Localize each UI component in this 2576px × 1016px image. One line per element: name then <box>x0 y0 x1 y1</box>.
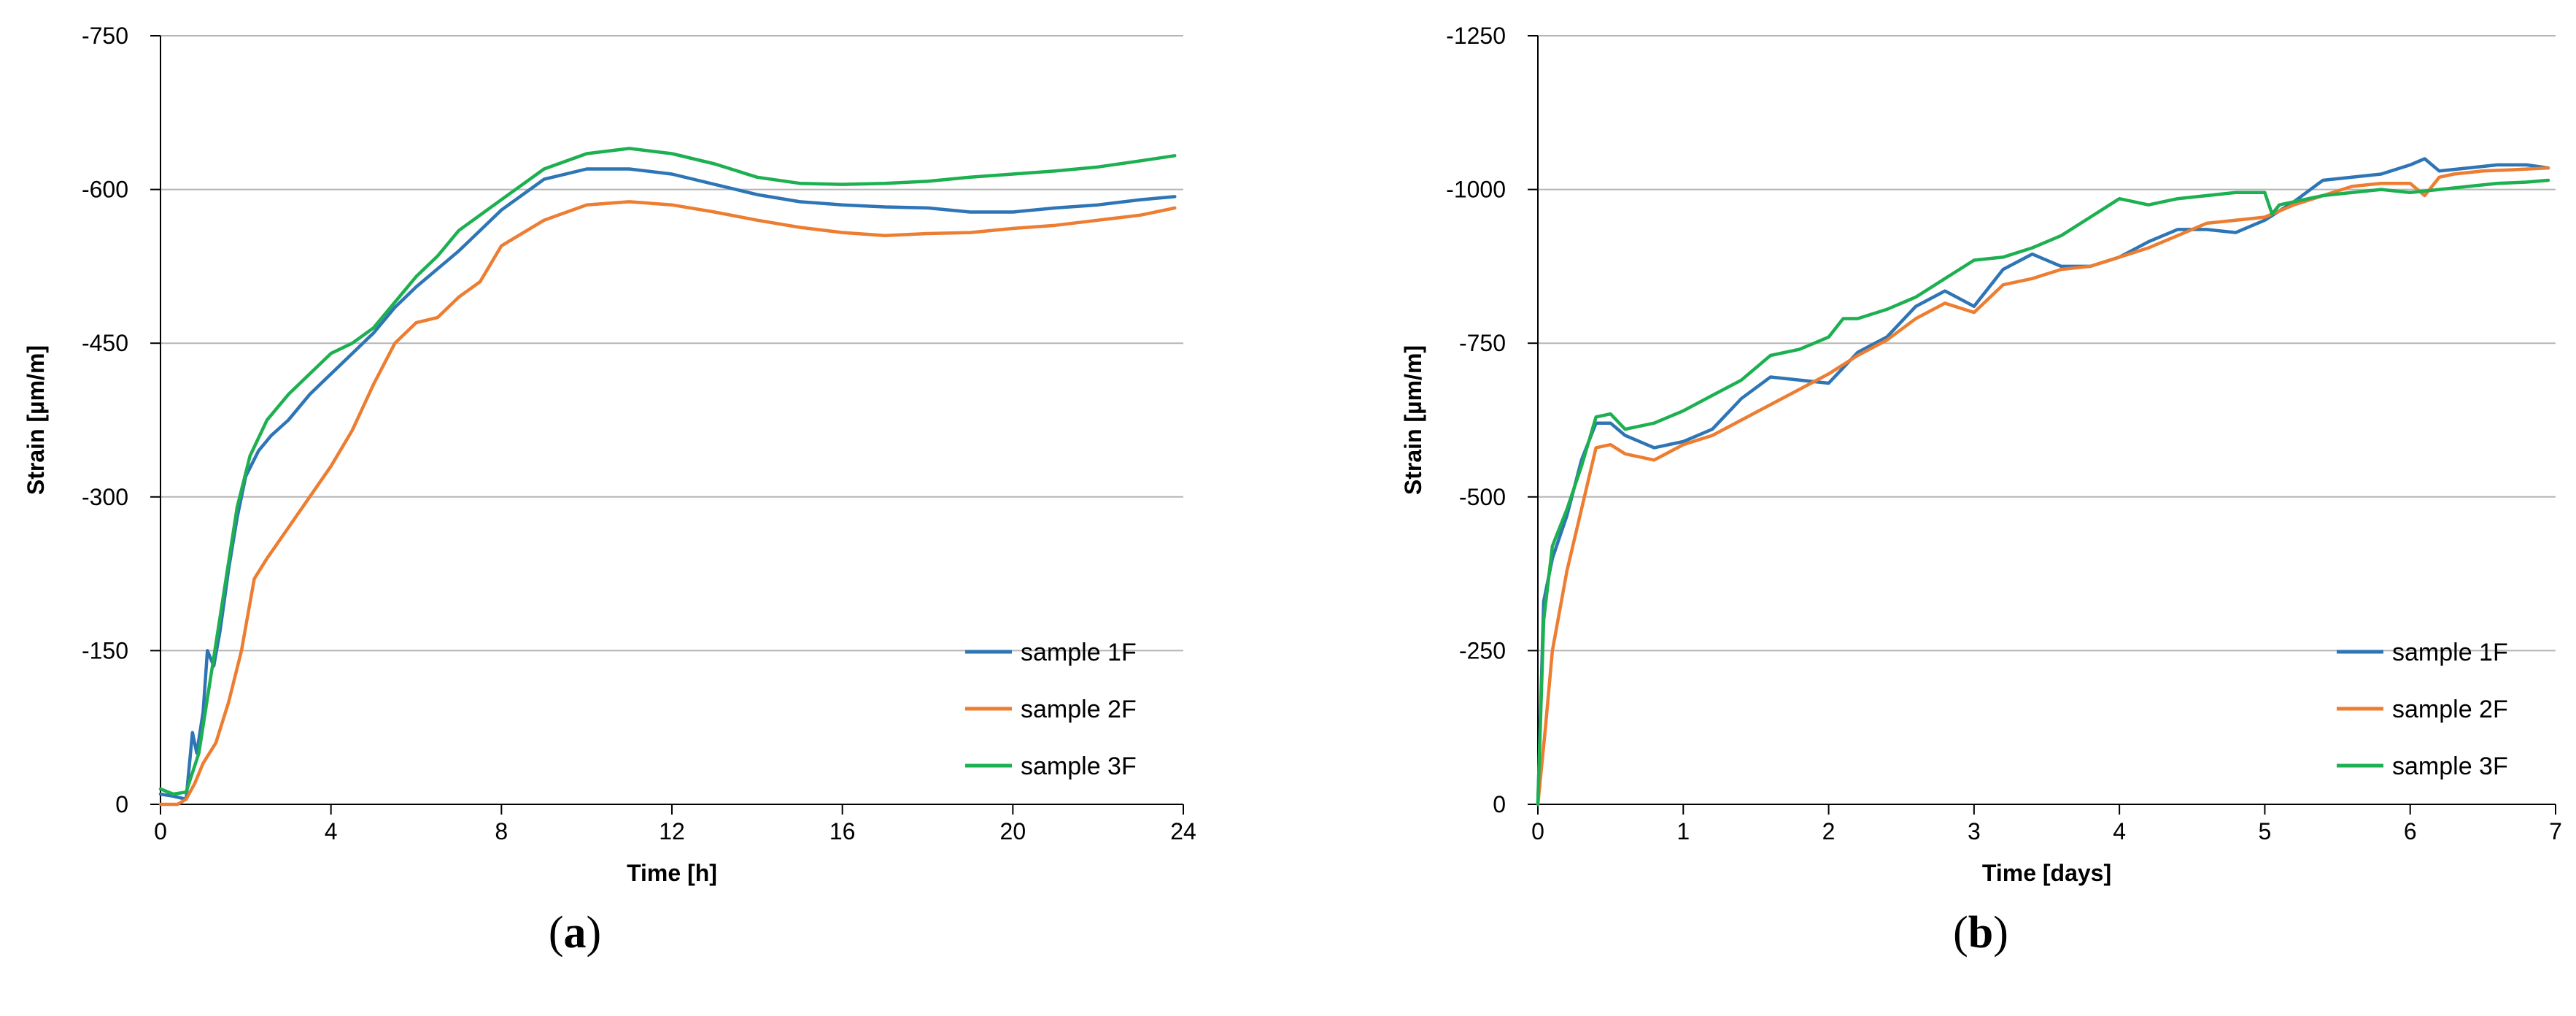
panel-a-legend-label: sample 3F <box>1021 753 1137 780</box>
panel-b-x-tick-label: 5 <box>2259 818 2272 844</box>
panel-b-legend-label: sample 2F <box>2392 696 2508 723</box>
panel-a-y-tick-label: -450 <box>82 330 128 356</box>
panel-a-label: (a) <box>549 908 601 958</box>
panel-a-legend-label: sample 2F <box>1021 696 1137 723</box>
panel-a-series-sample-1f <box>158 167 1177 801</box>
panel-b-x-tick-label: 2 <box>1822 818 1836 844</box>
panel-a-x-tick-label: 12 <box>659 818 685 844</box>
panel-b-x-ticks: 0 1 2 3 4 5 6 7 <box>1531 804 2562 844</box>
panel-b-legend-label: sample 3F <box>2392 753 2508 780</box>
panel-a-x-tick-label: 0 <box>154 818 167 844</box>
panel-a-y-axis-title: Strain [µm/m] <box>23 345 49 495</box>
panel-b-y-tick-label: 0 <box>1493 791 1506 817</box>
panel-b-gridlines <box>1538 35 2556 652</box>
panel-a-y-tick-label: -150 <box>82 637 128 663</box>
panel-b-y-axis-title: Strain [µm/m] <box>1400 345 1426 495</box>
panel-b-x-tick-label: 6 <box>2404 818 2417 844</box>
panel-b-y-tick-label: -1000 <box>1446 177 1506 203</box>
panel-a-x-tick-label: 4 <box>325 818 338 844</box>
panel-b-x-tick-label: 1 <box>1676 818 1690 844</box>
panel-a-series-sample-2f <box>158 200 1177 807</box>
panel-a-y-tick-label: -600 <box>82 177 128 203</box>
panel-a-x-ticks: 0 4 8 12 16 20 24 <box>154 804 1196 844</box>
panel-b-series-sample-1f <box>1536 157 2550 807</box>
panel-a-y-ticks: 0 -150 -300 -450 -600 -750 <box>82 23 160 817</box>
panel-b-y-tick-label: -500 <box>1459 484 1506 510</box>
panel-b-y-ticks: 0 -250 -500 -750 -1000 -1250 <box>1446 23 1538 817</box>
panel-b-x-axis-title: Time [days] <box>1982 860 2111 886</box>
panel-b-legend: sample 1F sample 2F sample 3F <box>2337 639 2508 780</box>
panel-b-x-tick-label: 3 <box>1968 818 1981 844</box>
panel-a-x-axis-title: Time [h] <box>627 860 717 886</box>
panel-b-legend-label: sample 1F <box>2392 639 2508 666</box>
panel-b-series-sample-3f <box>1536 178 2550 807</box>
panel-a-legend-label: sample 1F <box>1021 639 1137 666</box>
panel-a: 0 -150 -300 -450 -600 -750 0 4 8 12 16 20 24 sample… <box>23 23 1196 958</box>
panel-b-series-sample-2f <box>1536 166 2550 807</box>
panel-b-x-tick-label: 0 <box>1531 818 1544 844</box>
panel-a-y-tick-label: -300 <box>82 484 128 510</box>
panel-a-x-tick-label: 24 <box>1170 818 1196 844</box>
panel-b-x-tick-label: 7 <box>2549 818 2562 844</box>
panel-b-letter: b <box>1968 908 1993 958</box>
panel-b-series <box>1536 157 2550 807</box>
panel-b-y-tick-label: -750 <box>1459 330 1506 356</box>
panel-a-y-tick-label: -750 <box>82 23 128 49</box>
panel-a-letter: a <box>564 908 587 958</box>
panel-b-x-tick-label: 4 <box>2113 818 2126 844</box>
panel-a-legend: sample 1F sample 2F sample 3F <box>965 639 1137 780</box>
panel-a-series-sample-3f <box>158 147 1177 796</box>
panel-a-y-tick-label: 0 <box>115 791 128 817</box>
panel-a-x-tick-label: 16 <box>829 818 856 844</box>
panel-b-y-tick-label: -1250 <box>1446 23 1506 49</box>
panel-b-y-tick-label: -250 <box>1459 637 1506 663</box>
panel-a-gridlines <box>160 35 1183 652</box>
panel-b: 0 -250 -500 -750 -1000 -1250 0 1 2 3 4 5 6 7 sample … <box>1400 23 2562 958</box>
panel-b-label: (b) <box>1953 908 2008 958</box>
panel-a-x-tick-label: 8 <box>495 818 508 844</box>
panel-a-x-tick-label: 20 <box>1000 818 1026 844</box>
panel-a-series <box>158 147 1177 807</box>
